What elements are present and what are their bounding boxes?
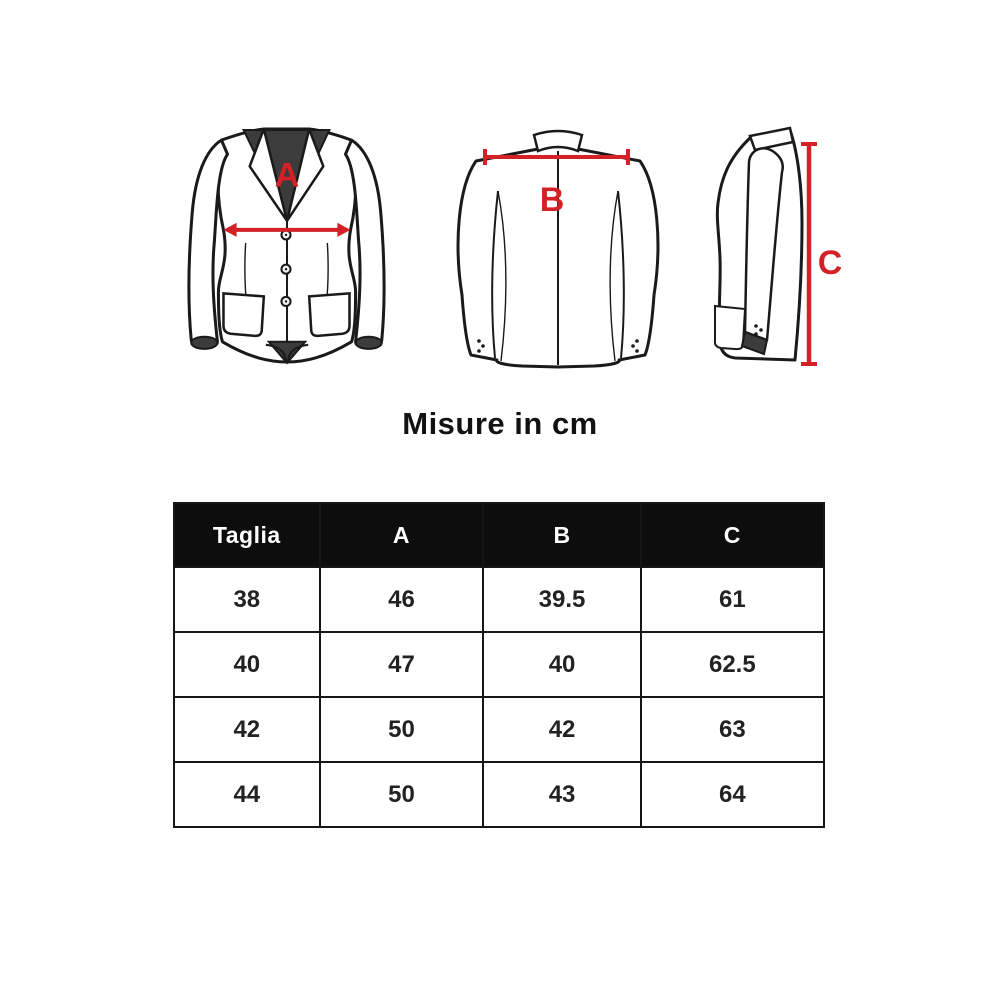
size-row-38: 38 46 39.5 61 bbox=[173, 566, 826, 633]
size-cell: 43 bbox=[482, 761, 642, 828]
front-cuff-right bbox=[354, 335, 383, 350]
size-cell: 44 bbox=[173, 761, 321, 828]
side-cuff-buttons bbox=[754, 324, 763, 336]
measure-label-b: B bbox=[540, 181, 565, 219]
jacket-side-drawing: C bbox=[713, 126, 843, 366]
measure-label-c: C bbox=[818, 244, 843, 282]
size-cell: 50 bbox=[318, 761, 485, 828]
front-hem-right-curve bbox=[287, 343, 309, 362]
measure-label-a: A bbox=[275, 157, 300, 195]
back-sleeve-seam-right bbox=[617, 190, 625, 359]
back-side-seam-right bbox=[609, 190, 619, 362]
front-hem-left-curve bbox=[265, 343, 288, 362]
size-row-42: 42 50 42 63 bbox=[173, 696, 826, 763]
measure-line-b bbox=[483, 149, 630, 165]
header-c: C bbox=[639, 502, 826, 568]
size-row-40: 40 47 40 62.5 bbox=[173, 631, 826, 698]
jacket-back-drawing: B bbox=[456, 129, 660, 369]
back-side-seam-left bbox=[497, 190, 507, 362]
page-title: Misure in cm bbox=[402, 406, 598, 441]
size-cell: 50 bbox=[318, 696, 485, 763]
size-table-header-row: Taglia A B C bbox=[173, 502, 826, 568]
front-pocket-left bbox=[222, 292, 266, 338]
size-cell: 40 bbox=[173, 631, 321, 698]
side-cuff bbox=[740, 330, 769, 356]
size-cell: 46 bbox=[318, 566, 485, 633]
jacket-front-drawing: A bbox=[187, 127, 386, 365]
front-lapel-left bbox=[248, 127, 289, 223]
size-row-44: 44 50 43 64 bbox=[173, 761, 826, 828]
size-cell: 39.5 bbox=[482, 566, 642, 633]
size-cell: 42 bbox=[173, 696, 321, 763]
header-b: B bbox=[482, 502, 642, 568]
header-a: A bbox=[318, 502, 485, 568]
header-taglia: Taglia bbox=[173, 502, 321, 568]
size-cell: 61 bbox=[639, 566, 826, 633]
side-pocket bbox=[713, 304, 747, 351]
measure-line-c bbox=[801, 142, 817, 366]
size-table: Taglia A B C 38 46 39.5 61 40 47 40 62.5… bbox=[173, 502, 826, 828]
size-cell: 63 bbox=[639, 696, 826, 763]
size-cell: 42 bbox=[482, 696, 642, 763]
side-collar bbox=[748, 126, 795, 152]
back-collar bbox=[532, 129, 584, 153]
size-cell: 38 bbox=[173, 566, 321, 633]
front-cuff-left bbox=[190, 335, 219, 350]
back-sleeve-seam-left bbox=[491, 190, 499, 359]
size-cell: 40 bbox=[482, 631, 642, 698]
size-cell: 62.5 bbox=[639, 631, 826, 698]
side-sleeve bbox=[743, 147, 784, 342]
front-pocket-right bbox=[307, 292, 351, 338]
size-cell: 64 bbox=[639, 761, 826, 828]
measure-arrow-a bbox=[223, 222, 351, 237]
front-lapel-right bbox=[285, 127, 325, 223]
size-cell: 47 bbox=[318, 631, 485, 698]
back-cuff-buttons bbox=[477, 339, 639, 353]
